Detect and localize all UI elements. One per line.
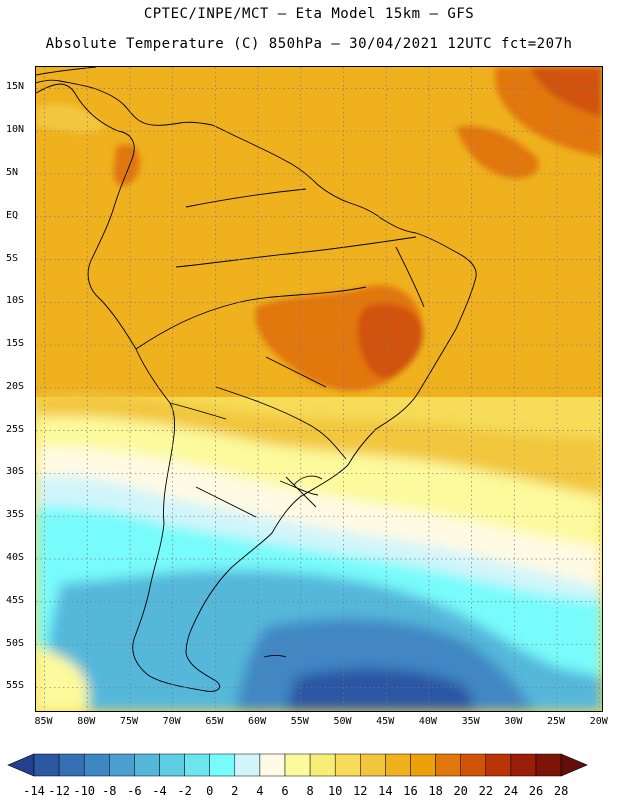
lon-label: 45W [376,716,395,727]
colorbar-swatch [309,753,336,777]
colorbar-label: 14 [378,784,393,798]
lat-label: 35S [6,509,25,521]
colorbar-label: -8 [102,784,117,798]
colorbar-label: 6 [281,784,289,798]
lon-label: 35W [461,716,480,727]
colorbar-swatch [535,753,562,777]
lon-label: 25W [546,716,566,727]
lat-label: 10S [6,295,25,307]
lat-label: 15S [6,338,25,350]
colorbar-swatch [159,753,185,777]
lon-label: 55W [290,716,309,727]
colorbar-label: 24 [503,784,519,798]
lat-label: EQ [6,209,19,221]
colorbar-label: 16 [403,784,418,798]
temperature-map [35,66,603,712]
title-line-2: Absolute Temperature (C) 850hPa — 30/04/… [45,36,573,52]
colorbar-swatch [234,753,261,777]
colorbar-label: 22 [478,784,494,798]
colorbar-label: 4 [256,784,264,798]
colorbar-arrow-low [7,753,35,777]
colorbar-swatch [58,753,85,777]
colorbar-label: -2 [177,784,192,798]
colorbar-swatch [284,753,311,777]
colorbar-label: 20 [453,784,468,798]
colorbar-swatch [460,753,487,777]
lat-label: 20S [6,380,25,392]
lat-label: 10N [6,124,25,136]
colorbar-swatch [109,753,135,777]
lon-label: 40W [418,716,437,727]
temperature-field [36,67,602,711]
colorbar-label: 8 [306,784,314,798]
lon-label: 85W [34,716,53,727]
colorbar-label: -6 [127,784,142,798]
lat-label: 45S [6,594,25,606]
lat-label: 5S [6,252,19,264]
colorbar-label: 28 [553,784,569,798]
lat-label: 5N [6,166,19,178]
colorbar-label: -10 [73,784,96,798]
color-scale-swatches [7,753,588,777]
colorbar-swatch [435,753,461,777]
colorbar-swatch [184,753,210,777]
lon-label: 20W [589,716,608,727]
colorbar-swatch [209,753,236,777]
color-scale-bar [0,748,618,800]
lat-label: 25S [6,423,25,435]
lat-lon-grid [36,67,602,711]
colorbar-swatch [259,753,286,777]
colorbar-label: 18 [428,784,443,798]
colorbar-swatch [385,753,411,777]
colorbar-swatch [134,753,160,777]
lat-label: 40S [6,551,25,563]
coastlines [36,67,477,692]
lat-label: 55S [6,680,25,692]
lon-label: 65W [205,716,224,727]
colorbar-label: 26 [528,784,544,798]
colorbar-swatch [360,753,386,777]
lon-label: 75W [119,716,138,727]
lon-label: 50W [333,716,352,727]
lon-label: 70W [162,716,181,727]
lon-label: 60W [248,716,267,727]
colorbar-swatch [410,753,436,777]
lat-label: 15N [6,81,25,93]
lon-label: 30W [504,716,523,727]
lon-label: 80W [77,716,96,727]
map-canvas [36,67,602,711]
colorbar-label: -14 [23,784,45,798]
colorbar-label: 10 [327,784,343,798]
title-line-1: CPTEC/INPE/MCT — Eta Model 15km — GFS [143,6,475,22]
colorbar-label: 2 [231,784,239,798]
colorbar-swatch [33,753,60,777]
colorbar-arrow-high [560,753,588,777]
colorbar-swatch [510,753,537,777]
colorbar-label: 0 [206,784,214,798]
lat-label: 50S [6,637,25,649]
colorbar-swatch [485,753,512,777]
colorbar-label: -4 [152,784,167,798]
colorbar-label: 12 [353,784,368,798]
colorbar-swatch [83,753,110,777]
colorbar-swatch [334,753,361,777]
lat-label: 30S [6,466,25,478]
colorbar-label: -12 [48,784,70,798]
